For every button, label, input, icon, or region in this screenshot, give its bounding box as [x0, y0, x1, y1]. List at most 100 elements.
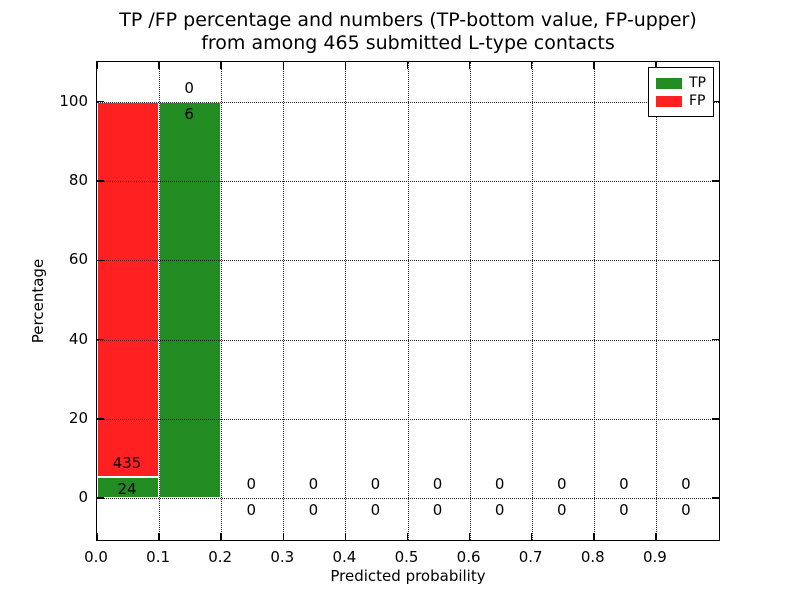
fp-count-label-1: 0: [184, 78, 194, 97]
tp-count-label-1: 6: [184, 104, 194, 123]
gridline-x-0.9: [655, 62, 657, 540]
gridline-y-40: [97, 339, 719, 341]
y-tick-left-40: [97, 338, 104, 341]
y-tick-right-60: [712, 259, 719, 261]
y-tick-left-100: [97, 100, 104, 103]
tp-count-label-2: 0: [246, 501, 257, 520]
gridline-y-60: [97, 260, 719, 262]
x-tick-label-0.4: 0.4: [332, 548, 357, 566]
y-tick-left-20: [97, 418, 104, 420]
x-tick-bottom-0.6: [468, 533, 471, 540]
x-tick-top-0.3: [282, 62, 285, 69]
fp-count-label-0: 435: [112, 454, 142, 473]
gridline-x-0.6: [469, 62, 471, 540]
gridline-x-0.3: [283, 62, 285, 540]
gridline-y-20: [97, 418, 719, 420]
x-tick-label-0.5: 0.5: [394, 548, 419, 566]
x-tick-top-0.1: [158, 62, 160, 69]
y-tick-right-0: [712, 497, 719, 499]
x-tick-bottom-0.7: [530, 533, 533, 540]
x-tick-label-0.1: 0.1: [146, 548, 171, 566]
y-tick-label-0: 0: [78, 488, 88, 507]
tp-count-label-6: 0: [494, 501, 505, 520]
gridline-x-0.8: [593, 62, 595, 540]
grid-layer: [97, 62, 719, 540]
chart-title-line2: from among 465 submitted L-type contacts: [201, 32, 615, 54]
legend-label-fp: FP: [689, 93, 706, 109]
x-tick-label-0.9: 0.9: [642, 548, 667, 566]
tp-count-label-3: 0: [308, 501, 319, 520]
gridline-y-100: [97, 101, 719, 103]
x-tick-top-0.0: [96, 62, 98, 69]
x-tick-bottom-0.2: [220, 533, 222, 540]
x-tick-top-0.9: [655, 62, 657, 69]
x-tick-bottom-0.9: [655, 533, 657, 540]
tp-count-label-8: 0: [619, 501, 629, 520]
gridline-x-0.1: [159, 62, 161, 540]
legend-label-tp: TP: [689, 75, 706, 91]
gridline-x-0.7: [531, 62, 533, 540]
x-tick-bottom-0.1: [158, 533, 160, 540]
fp-count-label-2: 0: [246, 475, 257, 494]
gridline-y-80: [97, 180, 719, 182]
fp-count-label-7: 0: [556, 475, 567, 494]
chart-title-line1: TP /FP percentage and numbers (TP-bottom…: [119, 9, 697, 31]
x-tick-bottom-0.0: [96, 533, 98, 540]
legend-item-fp: FP: [656, 93, 706, 109]
x-axis-label: Predicted probability: [330, 567, 486, 585]
x-tick-label-0.7: 0.7: [518, 548, 543, 566]
bars-layer: [97, 62, 719, 540]
x-tick-top-0.5: [406, 62, 409, 69]
y-tick-right-100: [712, 100, 719, 103]
tp-count-label-0: 24: [117, 480, 137, 499]
y-tick-right-80: [712, 180, 719, 182]
y-tick-label-100: 100: [59, 91, 88, 110]
y-tick-right-20: [712, 418, 719, 420]
ticks-layer: [96, 62, 719, 540]
plot-area: TP FP: [96, 61, 720, 541]
legend-item-tp: TP: [656, 75, 706, 91]
gridline-x-0.2: [221, 62, 223, 540]
tp-count-label-7: 0: [556, 501, 567, 520]
fp-count-label-8: 0: [619, 475, 629, 494]
bar-segment-tp-0: [97, 477, 160, 499]
x-tick-top-0.2: [220, 62, 222, 69]
fp-count-label-9: 0: [681, 475, 691, 494]
legend-swatch-tp-icon: [656, 77, 682, 89]
gridline-y-0: [97, 498, 719, 500]
y-tick-left-80: [97, 180, 104, 182]
x-tick-top-0.8: [593, 62, 595, 69]
fp-count-label-5: 0: [432, 475, 443, 494]
x-tick-label-0.8: 0.8: [580, 548, 605, 566]
y-axis-label: Percentage: [29, 258, 47, 344]
x-tick-top-0.6: [468, 62, 471, 69]
legend: TP FP: [648, 67, 714, 117]
legend-swatch-fp-icon: [656, 95, 682, 107]
x-tick-label-0.6: 0.6: [456, 548, 481, 566]
gridline-x-0.4: [345, 62, 347, 540]
tp-count-label-5: 0: [432, 501, 443, 520]
y-tick-left-60: [97, 259, 104, 261]
x-tick-bottom-0.4: [344, 533, 347, 540]
tp-count-label-9: 0: [681, 501, 691, 520]
x-tick-label-0.2: 0.2: [208, 548, 233, 566]
fp-count-label-3: 0: [308, 475, 319, 494]
x-tick-bottom-0.3: [282, 533, 285, 540]
x-tick-label-0.0: 0.0: [84, 548, 108, 566]
x-tick-bottom-0.5: [406, 533, 409, 540]
tp-count-label-4: 0: [370, 501, 381, 520]
x-tick-label-0.3: 0.3: [270, 548, 295, 566]
x-tick-top-0.4: [344, 62, 347, 69]
y-tick-label-40: 40: [68, 329, 88, 348]
y-tick-right-40: [712, 338, 719, 341]
bar-segment-tp-1: [159, 101, 222, 499]
y-tick-left-0: [97, 497, 104, 499]
y-tick-label-80: 80: [68, 170, 88, 189]
fp-count-label-4: 0: [370, 475, 381, 494]
x-tick-top-0.7: [530, 62, 533, 69]
y-tick-label-60: 60: [68, 250, 88, 269]
x-tick-bottom-0.8: [593, 533, 595, 540]
y-tick-label-20: 20: [68, 408, 88, 427]
